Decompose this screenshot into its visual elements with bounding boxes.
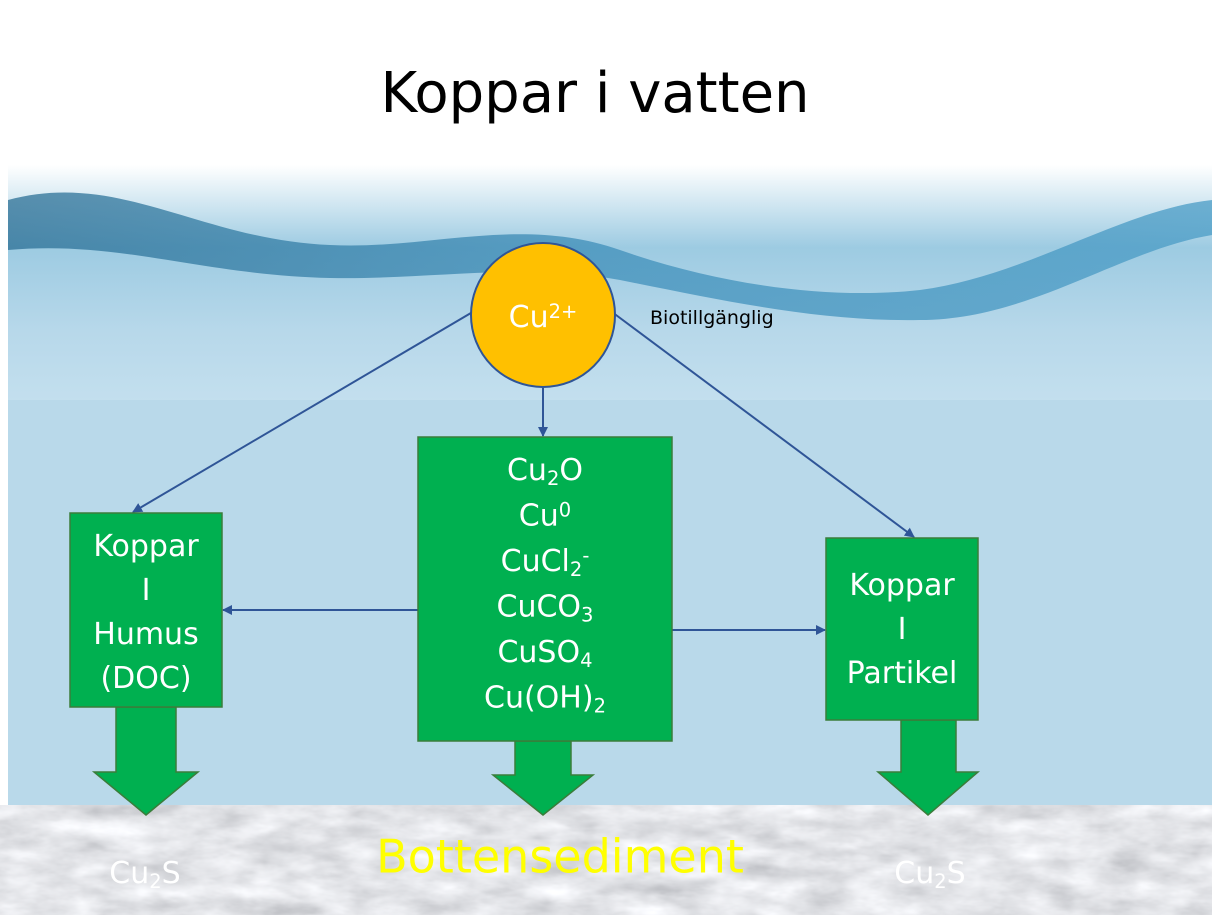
box-line: CuSO4 xyxy=(497,635,592,672)
box-line: I xyxy=(898,612,907,647)
text-part: O xyxy=(559,453,583,488)
text-part: 4 xyxy=(580,649,592,672)
text-part: CuCl xyxy=(501,544,570,579)
slide: Koppar i vatten Biotillgänglig Bottensed… xyxy=(0,0,1212,915)
text-part: I xyxy=(142,573,151,608)
text-part: 0 xyxy=(559,499,571,522)
box-line: CuCO3 xyxy=(497,590,594,627)
text-part: I xyxy=(898,612,907,647)
box-line: Cu(OH)2 xyxy=(484,681,606,718)
sediment-label: Bottensediment xyxy=(376,830,744,884)
box-line: Partikel xyxy=(847,656,958,691)
text-part: 2 xyxy=(934,870,946,893)
text-part: CuSO xyxy=(497,635,580,670)
text-part: S xyxy=(162,856,181,891)
text-part: Cu xyxy=(894,856,934,891)
text-part: Cu xyxy=(507,453,547,488)
text-part: 2 xyxy=(547,467,559,490)
text-part: Cu xyxy=(109,856,149,891)
text-part: Partikel xyxy=(847,656,958,691)
text-part: - xyxy=(582,544,589,567)
page: Koppar i vatten Biotillgänglig Bottensed… xyxy=(0,0,1212,915)
text-part: Humus xyxy=(93,617,198,652)
text-part: Koppar xyxy=(93,529,199,564)
sediment-formula: Cu2S xyxy=(109,856,180,893)
box-line: (DOC) xyxy=(100,661,191,696)
text-part: S xyxy=(947,856,966,891)
text-part: (DOC) xyxy=(100,661,191,696)
text-part: 2 xyxy=(594,695,606,718)
box-line: Koppar xyxy=(93,529,199,564)
text-part: Koppar xyxy=(849,568,955,603)
box-line: Cu2O xyxy=(507,453,583,490)
box-line: Humus xyxy=(93,617,198,652)
note: Biotillgänglig xyxy=(650,307,774,329)
text-part: Cu(OH) xyxy=(484,681,594,716)
text-part: 3 xyxy=(581,604,593,627)
text-part: 2 xyxy=(570,558,582,581)
text-part: 2 xyxy=(149,870,161,893)
text-part: CuCO xyxy=(497,590,582,625)
text-part: 2+ xyxy=(549,300,578,323)
text-part: Cu xyxy=(509,300,549,335)
box-line: I xyxy=(142,573,151,608)
sediment-formula: Cu2S xyxy=(894,856,965,893)
box-line: Koppar xyxy=(849,568,955,603)
title: Koppar i vatten xyxy=(380,61,809,126)
text-part: Cu xyxy=(519,499,559,534)
